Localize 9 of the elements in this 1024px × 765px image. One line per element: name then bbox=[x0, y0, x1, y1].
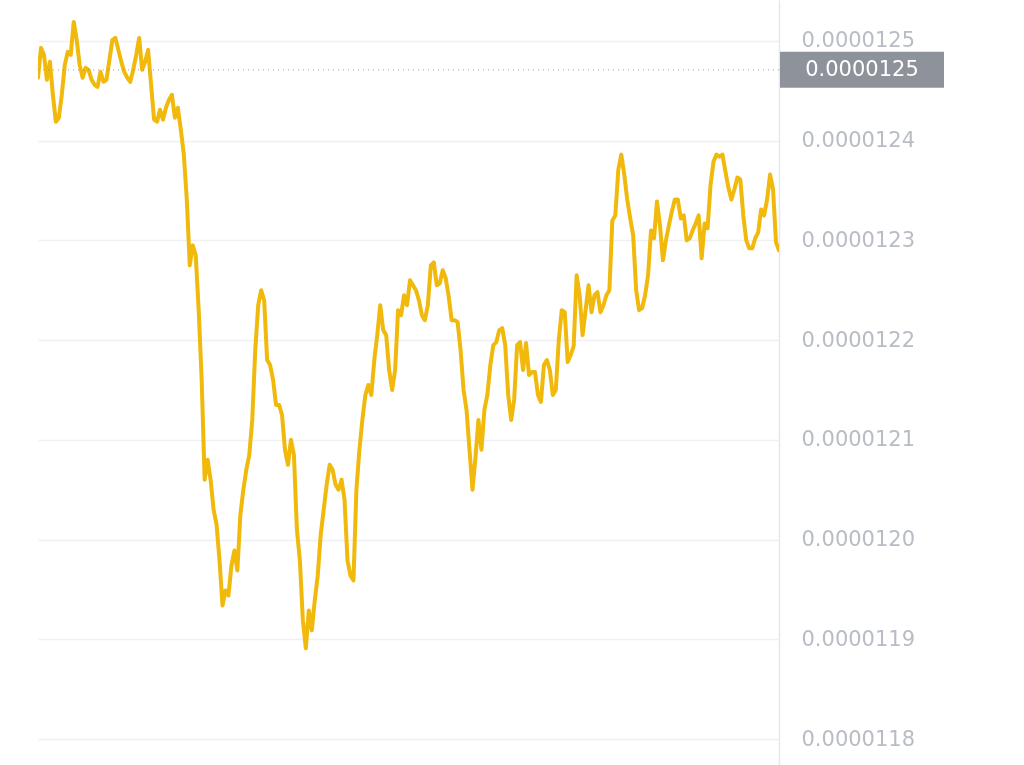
y-tick-label: 0.0000124 bbox=[801, 128, 916, 153]
y-tick-label: 0.0000122 bbox=[801, 327, 916, 352]
y-tick-label: 0.0000120 bbox=[801, 527, 916, 552]
y-tick-label: 0.0000121 bbox=[801, 427, 916, 452]
y-tick-label: 0.0000125 bbox=[801, 28, 916, 53]
y-tick-label: 0.0000118 bbox=[801, 726, 916, 751]
y-tick-label: 0.0000119 bbox=[801, 626, 916, 651]
y-tick-label: 0.0000123 bbox=[801, 227, 916, 252]
line-series bbox=[38, 19, 779, 651]
